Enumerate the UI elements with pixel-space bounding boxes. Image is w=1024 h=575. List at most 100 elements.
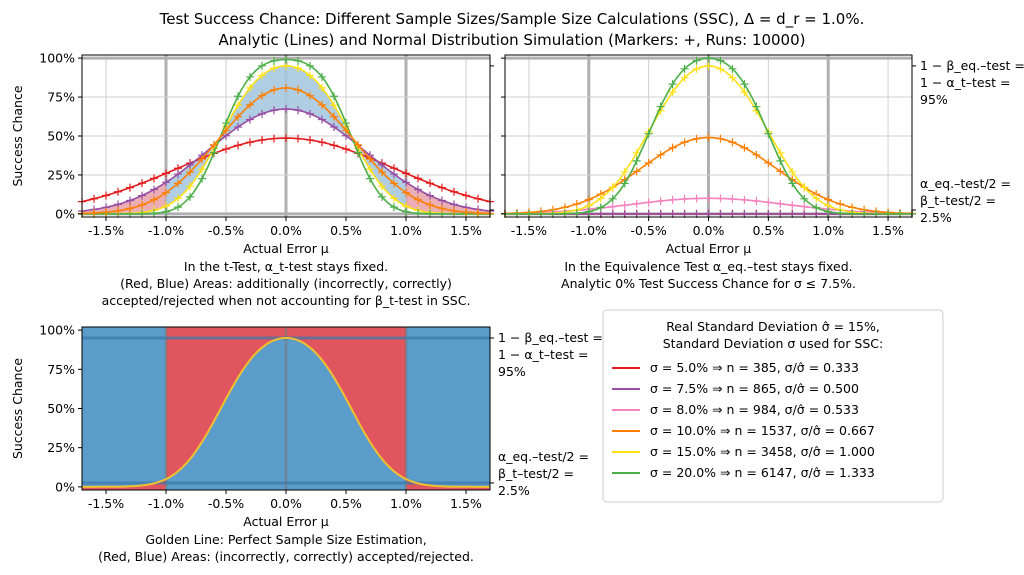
data-point-marker — [186, 168, 194, 177]
figure-title-line1: Test Success Chance: Different Sample Si… — [159, 10, 865, 29]
data-point-marker — [776, 199, 785, 208]
x-tick-label: 0.5% — [330, 496, 362, 511]
data-point-marker — [680, 195, 689, 204]
data-point-marker — [620, 179, 629, 188]
data-point-marker — [788, 179, 797, 188]
area-blue-right — [286, 65, 406, 207]
data-point-marker — [282, 134, 290, 143]
data-point-marker — [258, 61, 266, 70]
right-label-bottom: 2.5% — [498, 483, 530, 498]
y-tick-label: 75% — [47, 362, 75, 377]
right-label-top: 1 − β_eq.–test = — [920, 58, 1024, 73]
data-point-marker — [318, 138, 326, 147]
data-point-marker — [788, 167, 797, 176]
right-label-bottom: α_eq.–test/2 = — [498, 449, 589, 464]
data-point-marker — [812, 203, 821, 212]
data-point-marker — [162, 188, 170, 197]
data-point-marker — [378, 168, 386, 177]
data-point-marker — [282, 83, 290, 92]
data-point-marker — [258, 91, 266, 100]
data-point-marker — [426, 179, 434, 188]
data-point-marker — [378, 160, 386, 169]
data-point-marker — [426, 191, 434, 200]
data-point-marker — [294, 85, 302, 94]
data-point-marker — [258, 135, 266, 144]
x-tick-label: 0.5% — [330, 223, 362, 238]
data-point-marker — [342, 126, 350, 135]
data-point-marker — [752, 197, 761, 206]
data-point-marker — [632, 167, 641, 176]
data-point-marker — [162, 207, 170, 216]
x-tick-label: -1.0% — [148, 223, 184, 238]
y-tick-label: 75% — [47, 90, 75, 105]
figure-title-line2: Analytic (Lines) and Normal Distribution… — [219, 31, 806, 49]
right-label-top: 95% — [920, 92, 948, 107]
data-point-marker — [270, 106, 278, 115]
data-point-marker — [716, 64, 725, 73]
chart-top-right: -1.5% -1.0% -0.5% 0.0% 0.5% 1.0% 1.5% Actual Er… — [501, 54, 1024, 291]
y-tick-label: 0% — [55, 479, 75, 494]
data-point-marker — [414, 209, 422, 218]
data-point-marker — [692, 194, 701, 203]
data-point-marker — [162, 169, 170, 178]
data-point-marker — [138, 179, 146, 188]
x-tick-label: 1.0% — [812, 223, 844, 238]
data-point-marker — [836, 209, 845, 218]
data-point-marker — [728, 138, 737, 147]
data-point-marker — [680, 64, 689, 73]
right-label-top: 1 − α_t–test = — [920, 75, 1010, 90]
data-point-marker — [450, 206, 458, 215]
data-point-marker — [294, 64, 302, 73]
y-tick-label: 50% — [47, 129, 75, 144]
data-point-marker — [462, 208, 470, 217]
caption-line: Analytic 0% Test Success Chance for σ ≤ … — [561, 276, 856, 291]
data-point-marker — [776, 148, 785, 157]
data-point-marker — [282, 105, 290, 114]
x-tick-label: 0.0% — [270, 223, 302, 238]
data-point-marker — [306, 109, 314, 118]
data-point-marker — [390, 179, 398, 188]
data-point-marker — [198, 174, 206, 183]
data-point-marker — [90, 209, 98, 218]
y-tick-label: 25% — [47, 440, 75, 455]
data-point-marker — [692, 64, 701, 73]
data-point-marker — [656, 150, 665, 159]
legend-entry-label: σ = 8.0% ⇒ n = 984, σ/σ̂ = 0.533 — [650, 402, 859, 417]
data-point-marker — [788, 201, 797, 210]
data-point-marker — [378, 192, 386, 201]
data-point-marker — [270, 56, 278, 65]
data-point-marker — [680, 138, 689, 147]
x-tick-label: -0.5% — [208, 223, 244, 238]
data-point-marker — [330, 123, 338, 132]
data-point-marker — [704, 133, 713, 142]
data-point-marker — [620, 201, 629, 210]
x-tick-label: -1.5% — [88, 223, 124, 238]
data-point-marker — [656, 197, 665, 206]
right-label-bottom: α_eq.–test/2 = — [920, 176, 1011, 191]
data-point-marker — [716, 194, 725, 203]
data-point-marker — [644, 129, 653, 138]
data-point-marker — [210, 140, 218, 149]
data-point-marker — [438, 196, 446, 205]
data-point-marker — [692, 134, 701, 143]
data-point-marker — [294, 134, 302, 143]
x-tick-label: -1.0% — [148, 496, 184, 511]
data-point-marker — [402, 207, 410, 216]
x-tick-label: 1.5% — [872, 223, 904, 238]
right-label-bottom: 2.5% — [920, 210, 952, 225]
x-tick-label: 1.5% — [450, 496, 482, 511]
data-point-marker — [692, 56, 701, 65]
data-point-marker — [330, 141, 338, 150]
data-point-marker — [560, 209, 569, 218]
data-point-marker — [126, 183, 134, 192]
data-point-marker — [764, 129, 773, 138]
y-tick-label: 100% — [39, 51, 75, 66]
data-point-marker — [318, 83, 326, 92]
data-point-marker — [752, 102, 761, 111]
data-point-marker — [246, 115, 254, 124]
y-axis-label: Success Chance — [10, 85, 25, 186]
data-point-marker — [764, 158, 773, 167]
legend-entry-label: σ = 10.0% ⇒ n = 1537, σ/σ̂ = 0.667 — [650, 423, 875, 438]
data-point-marker — [764, 198, 773, 207]
